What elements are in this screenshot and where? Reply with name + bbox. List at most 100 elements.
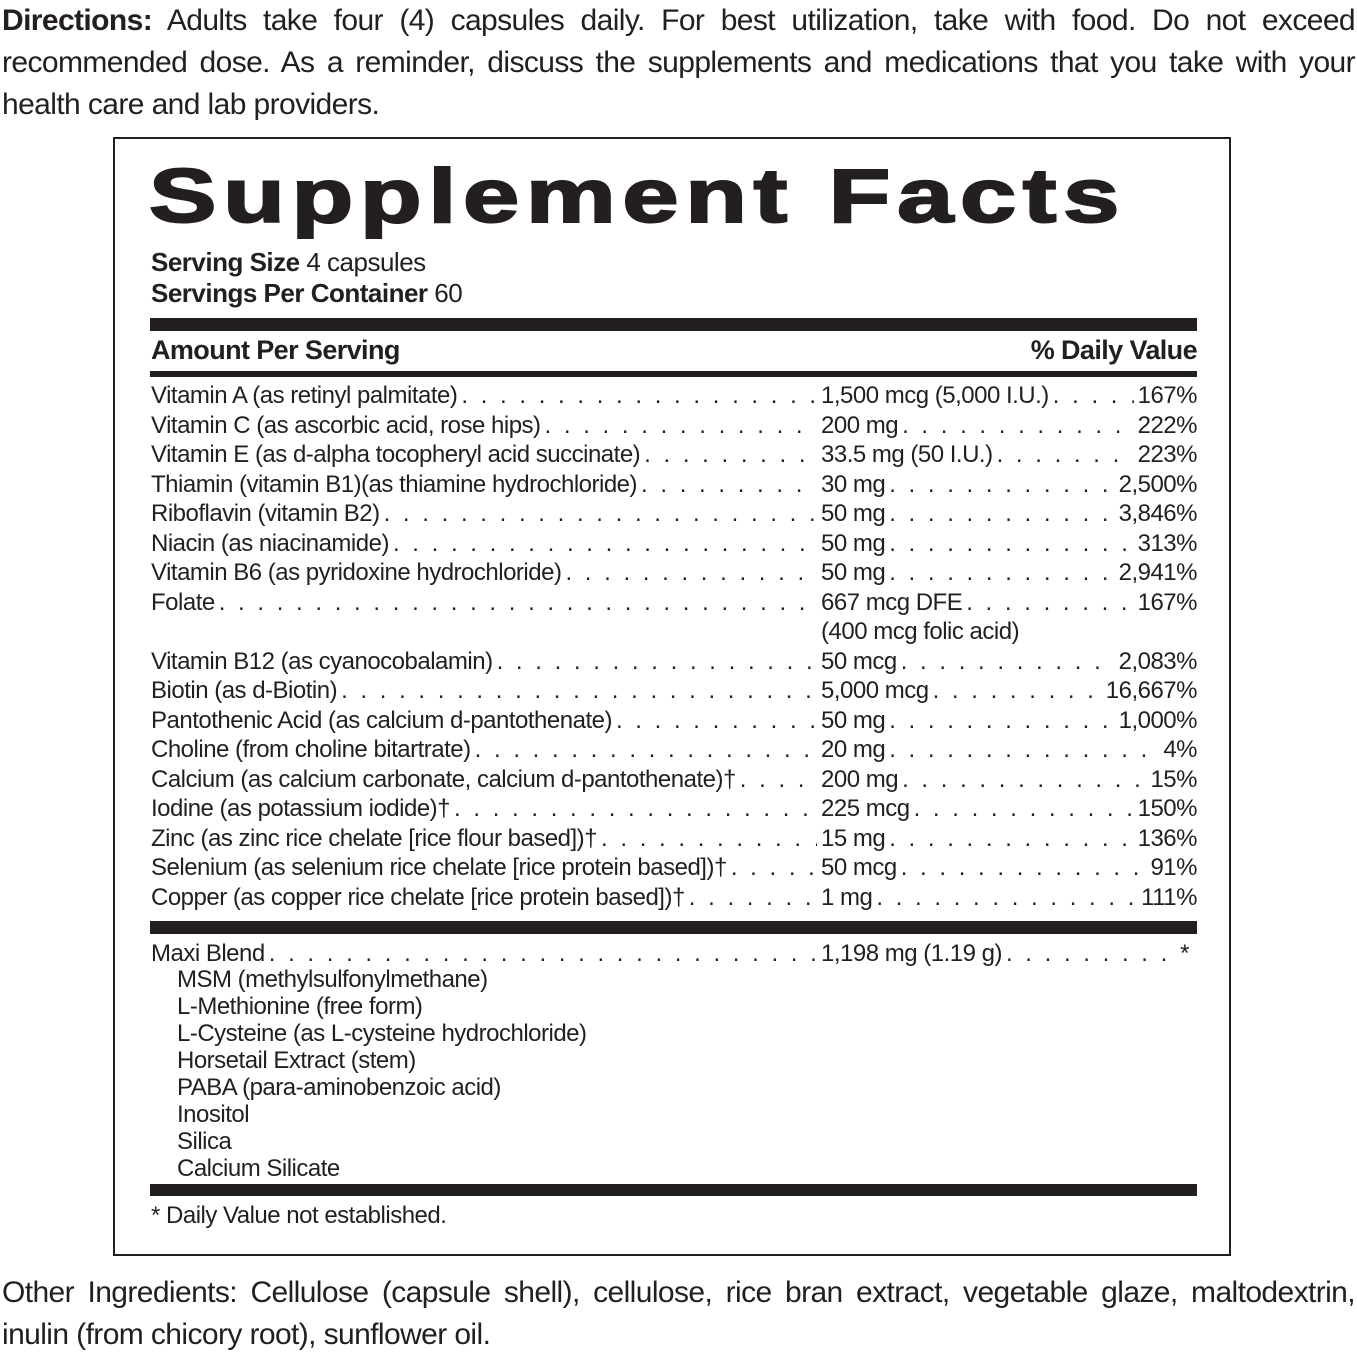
nutrient-name: Iodine (as potassium iodide)† [151, 795, 451, 822]
nutrient-row: Biotin (as d-Biotin) 5,000 mcg 16,667% [151, 676, 1197, 706]
nutrient-name: Niacin (as niacinamide) [151, 529, 389, 557]
daily-value: 15% [1150, 765, 1197, 793]
nutrient-name: Calcium (as calcium carbonate, calcium d… [151, 765, 736, 793]
dot-leader [641, 470, 817, 500]
dot-leader [565, 558, 817, 588]
dot-leader [740, 765, 817, 795]
dot-leader [1053, 381, 1134, 411]
nutrient-name: Pantothenic Acid (as calcium d-pantothen… [151, 706, 612, 734]
daily-value: 4% [1163, 736, 1197, 763]
nutrient-name-cell: Pantothenic Acid (as calcium d-pantothen… [151, 706, 821, 736]
nutrient-amount-cell: 30 mg 2,500% [821, 470, 1197, 500]
blend-ingredient: Inositol [177, 1101, 250, 1128]
nutrient-name-cell: Riboflavin (vitamin B2) [151, 499, 821, 529]
dv-header: % Daily Value [1030, 335, 1198, 365]
nutrient-name-cell: Copper (as copper rice chelate [rice pro… [151, 883, 821, 913]
nutrient-amount: 200 mg [821, 765, 899, 793]
nutrient-amount-cell: 1,198 mg (1.19 g) * [821, 939, 1197, 966]
dot-leader [545, 411, 817, 441]
daily-value: 2,083% [1118, 647, 1197, 675]
dot-leader [219, 588, 817, 618]
nutrient-amount: 1,198 mg (1.19 g) [821, 940, 1002, 966]
nutrient-amount: 5,000 mcg [821, 677, 929, 704]
nutrient-name-cell: Folate [151, 588, 821, 618]
nutrient-amount-cell: 200 mg 15% [821, 765, 1197, 795]
nutrient-name-cell: Biotin (as d-Biotin) [151, 676, 821, 706]
nutrient-amount-cell: 200 mg 222% [821, 411, 1197, 441]
nutrient-amount-cell: 50 mg 313% [821, 529, 1197, 559]
dot-leader [997, 440, 1134, 470]
daily-value: * [1180, 940, 1189, 966]
nutrient-amount: 20 mg [821, 736, 886, 763]
nutrient-name: Thiamin (vitamin B1)(as thiamine hydroch… [151, 470, 638, 498]
dot-leader [393, 529, 817, 559]
nutrient-name: Vitamin C (as ascorbic acid, rose hips) [151, 411, 541, 439]
nutrient-amount: 50 mg [821, 500, 886, 527]
directions-body: Adults take four (4) capsules daily. For… [2, 4, 1356, 121]
daily-value: 16,667% [1105, 677, 1197, 704]
other-ingredients: Other Ingredients: Cellulose (capsule sh… [2, 1276, 1356, 1351]
divider-thick [150, 921, 1197, 934]
nutrient-amount-cell: 15 mg 136% [821, 824, 1197, 854]
nutrient-name-cell: Iodine (as potassium iodide)† [151, 794, 821, 824]
nutrient-amount: 33.5 mg (50 I.U.) [821, 441, 993, 468]
dot-leader [497, 647, 817, 677]
nutrient-row: Selenium (as selenium rice chelate [rice… [151, 853, 1197, 883]
nutrient-row: Niacin (as niacinamide) 50 mg 313% [151, 529, 1197, 559]
nutrient-name: Vitamin B12 (as cyanocobalamin) [151, 647, 493, 675]
nutrient-amount-cell: 225 mcg 150% [821, 794, 1197, 824]
nutrient-row: Riboflavin (vitamin B2) 50 mg 3,846% [151, 499, 1197, 529]
nutrient-amount-cell: 50 mg 3,846% [821, 499, 1197, 529]
daily-value: 91% [1150, 854, 1197, 881]
serving-size-label: Serving Size [151, 247, 300, 277]
dot-leader [933, 676, 1102, 706]
dot-leader [914, 794, 1134, 824]
nutrient-amount-cell: 5,000 mcg 16,667% [821, 676, 1197, 706]
dot-leader [889, 529, 1133, 559]
nutrient-name-cell: Vitamin B12 (as cyanocobalamin) [151, 647, 821, 677]
nutrient-note-row: (400 mcg folic acid) [151, 617, 1197, 647]
blend-ingredient: Silica [177, 1128, 232, 1155]
nutrient-name-cell: Zinc (as zinc rice chelate [rice flour b… [151, 824, 821, 854]
nutrient-note: (400 mcg folic acid) [821, 618, 1020, 645]
nutrient-name: Choline (from choline bitartrate) [151, 736, 471, 763]
daily-value: 222% [1137, 411, 1197, 439]
daily-value: 136% [1137, 824, 1197, 852]
column-headers: Amount Per Serving % Daily Value [151, 335, 1198, 366]
dot-leader [966, 588, 1133, 618]
daily-value: 223% [1137, 441, 1197, 468]
panel-title: Supplement Facts [148, 153, 1126, 240]
daily-value: 3,846% [1118, 500, 1197, 527]
daily-value: 167% [1137, 588, 1197, 616]
divider-medium [150, 371, 1197, 377]
dot-leader [889, 558, 1114, 588]
blend-ingredient: L-Methionine (free form) [177, 993, 423, 1020]
nutrient-name-cell: Thiamin (vitamin B1)(as thiamine hydroch… [151, 470, 821, 500]
nutrient-amount: 50 mg [821, 559, 886, 586]
daily-value: 150% [1137, 795, 1197, 822]
divider-thick [150, 318, 1197, 331]
dot-leader [616, 706, 817, 736]
footnote: * Daily Value not established. [151, 1202, 447, 1229]
nutrient-row: Vitamin B12 (as cyanocobalamin) 50 mcg 2,0… [151, 647, 1197, 677]
dot-leader [901, 853, 1147, 883]
directions-text: Directions: Adults take four (4) capsule… [2, 0, 1356, 126]
dot-leader [689, 883, 817, 913]
daily-value: 2,941% [1118, 559, 1197, 586]
nutrient-name-cell: Vitamin B6 (as pyridoxine hydrochloride) [151, 558, 821, 588]
nutrient-amount-cell: 50 mcg 91% [821, 853, 1197, 883]
nutrient-amount: 1,500 mcg (5,000 I.U.) [821, 382, 1049, 409]
daily-value: 111% [1141, 883, 1197, 911]
blend-ingredient: Horsetail Extract (stem) [177, 1047, 416, 1074]
nutrient-amount: 50 mcg [821, 854, 897, 881]
blend-ingredient: L-Cysteine (as L-cysteine hydrochloride) [177, 1020, 587, 1047]
nutrient-amount: 50 mg [821, 529, 886, 557]
nutrient-amount-cell: 50 mcg 2,083% [821, 647, 1197, 677]
daily-value: 167% [1137, 382, 1197, 409]
blend-ingredient: PABA (para-aminobenzoic acid) [177, 1074, 501, 1101]
dot-leader [889, 824, 1133, 854]
dot-leader [889, 499, 1114, 529]
nutrient-name: Copper (as copper rice chelate [rice pro… [151, 883, 685, 911]
serving-size: Serving Size 4 capsules [151, 247, 426, 278]
nutrient-name-cell: Niacin (as niacinamide) [151, 529, 821, 559]
